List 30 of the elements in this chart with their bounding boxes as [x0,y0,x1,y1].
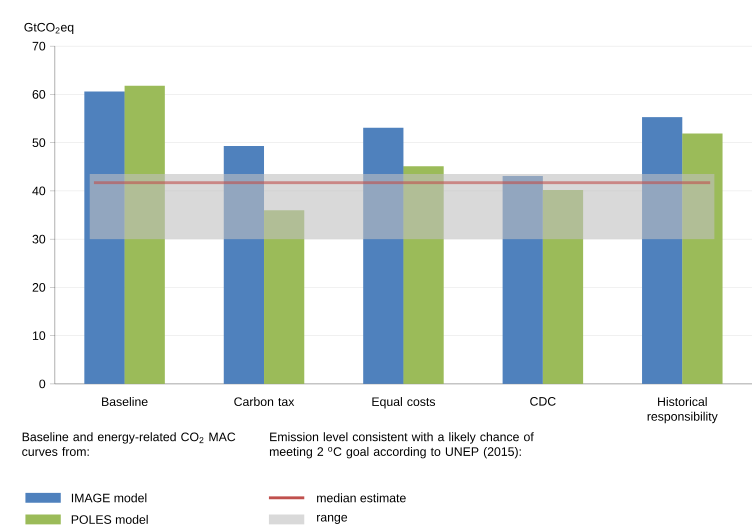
y-axis-title: GtCO$_{2}$eq [24,22,74,34]
y-tick-label: 60 [32,90,46,99]
legend-label: range [317,514,348,524]
x-tick-label: Historical responsibility [648,396,718,424]
text: Emission level consistent with a likely chance of meeting 2 $^{o}$C goal according to UNEP (2015): [270,432,534,458]
y-tick-label: 20 [32,282,46,292]
legend-label: median estimate [317,493,406,502]
bar [502,176,543,384]
bar [264,210,304,384]
bar [124,86,165,384]
y-tick-label: 50 [32,138,46,147]
legend-label: IMAGE model [72,493,146,502]
y-tick-label: 10 [32,331,46,340]
bar [224,146,264,384]
x-tick-label: CDC [530,396,556,406]
bar [403,166,444,384]
bar [542,190,584,384]
bar [84,91,125,384]
y-tick-label: 0 [39,379,46,388]
bar [682,133,723,384]
y-tick-label: 40 [32,186,46,196]
bar [363,128,404,384]
text: Baseline and energy-related CO$_{2}$ MAC curves from: [22,432,236,456]
y-tick-label: 30 [32,234,46,244]
bar [642,116,682,384]
y-tick-label: 70 [32,42,46,50]
x-tick-label: Equal costs [372,396,436,408]
x-tick-label: Carbon tax [234,396,294,406]
legend-label: POLES model [72,514,148,524]
x-tick-label: Baseline [102,396,148,406]
